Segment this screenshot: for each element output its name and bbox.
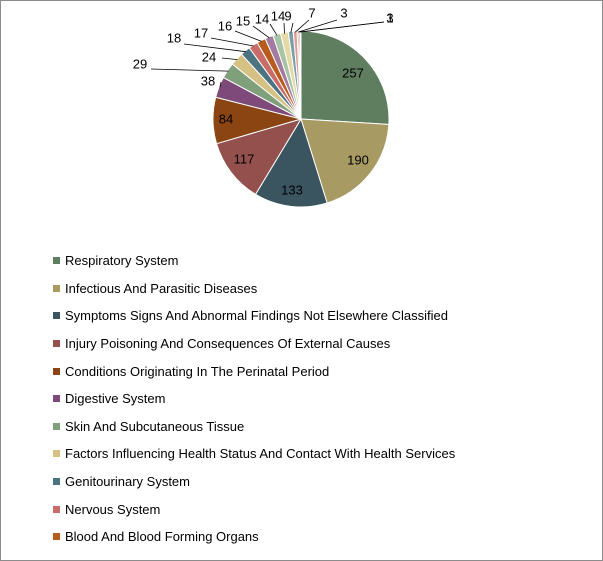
legend-swatch [53,340,60,348]
pie-slice [254,117,328,208]
leader-line [297,19,338,33]
legend-item: Conditions Originating In The Perinatal … [53,357,455,385]
legend-item: Respiratory System [53,247,455,275]
leader-line [290,22,294,33]
data-label: 38 [201,73,215,88]
legend-item: Nervous System [53,495,455,523]
leader-line [252,25,270,39]
legend: Respiratory System Infectious And Parasit… [53,247,455,551]
pie-slice [300,30,390,125]
leader-line [294,19,310,33]
data-label: 15 [236,13,250,28]
data-label: 257 [342,65,364,80]
legend-swatch [53,533,60,541]
leader-line [300,21,385,33]
data-label: 7 [308,5,315,20]
data-label: 117 [234,151,255,166]
legend-label: Skin And Subcutaneous Tissue [65,418,245,434]
legend-swatch [53,284,60,292]
data-label: 14 [271,8,285,23]
legend-swatch [53,505,60,513]
data-label: 133 [281,182,303,197]
legend-label: Infectious And Parasitic Diseases [65,280,258,296]
leader-line [234,30,262,42]
legend-label: Injury Poisoning And Consequences Of Ext… [65,336,391,352]
leader-line [221,57,238,60]
legend-label: Genitourinary System [65,474,190,490]
legend-swatch [53,312,60,320]
legend-swatch [53,450,60,458]
leader-line [150,68,229,72]
leader-line [269,23,278,36]
pie-slice [300,118,390,204]
data-label: 9 [284,8,291,23]
leader-line [283,22,285,34]
data-label: 16 [218,18,232,33]
legend-item: Factors Influencing Health Status And Co… [53,440,455,468]
data-label: 1 [386,10,393,25]
data-label: 29 [133,56,147,71]
legend-item: Genitourinary System [53,468,455,496]
leader-line [210,37,254,47]
legend-swatch [53,422,60,430]
data-label: 17 [194,25,208,40]
legend-swatch [53,257,60,265]
legend-item: Infectious And Parasitic Diseases [53,275,455,303]
data-label: 190 [347,152,369,167]
legend-label: Respiratory System [65,253,179,269]
legend-label: Blood And Blood Forming Organs [65,529,259,545]
legend-swatch [53,395,60,403]
data-label: 84 [219,111,233,126]
legend-item: Blood And Blood Forming Organs [53,523,455,551]
legend-item: Skin And Subcutaneous Tissue [53,413,455,441]
leader-line [219,81,222,88]
legend-swatch [53,367,60,375]
leader-lines [150,19,385,88]
legend-item: Symptoms Signs And Abnormal Findings Not… [53,302,455,330]
pie-slices [212,30,390,208]
legend-label: Factors Influencing Health Status And Co… [65,446,456,462]
legend-swatch [53,478,60,486]
legend-label: Digestive System [65,391,166,407]
leader-line [183,43,246,53]
data-label: 14 [255,11,269,26]
legend-item: Digestive System [53,385,455,413]
data-label: 18 [167,30,181,45]
data-label: 3 [386,10,393,25]
data-label: 24 [202,49,216,64]
legend-item: Injury Poisoning And Consequences Of Ext… [53,330,455,358]
legend-label: Conditions Originating In The Perinatal … [65,363,330,379]
data-label: 3 [340,5,347,20]
legend-label: Nervous System [65,501,161,517]
pie-slice [299,30,302,120]
legend-label: Symptoms Signs And Abnormal Findings Not… [65,308,448,324]
